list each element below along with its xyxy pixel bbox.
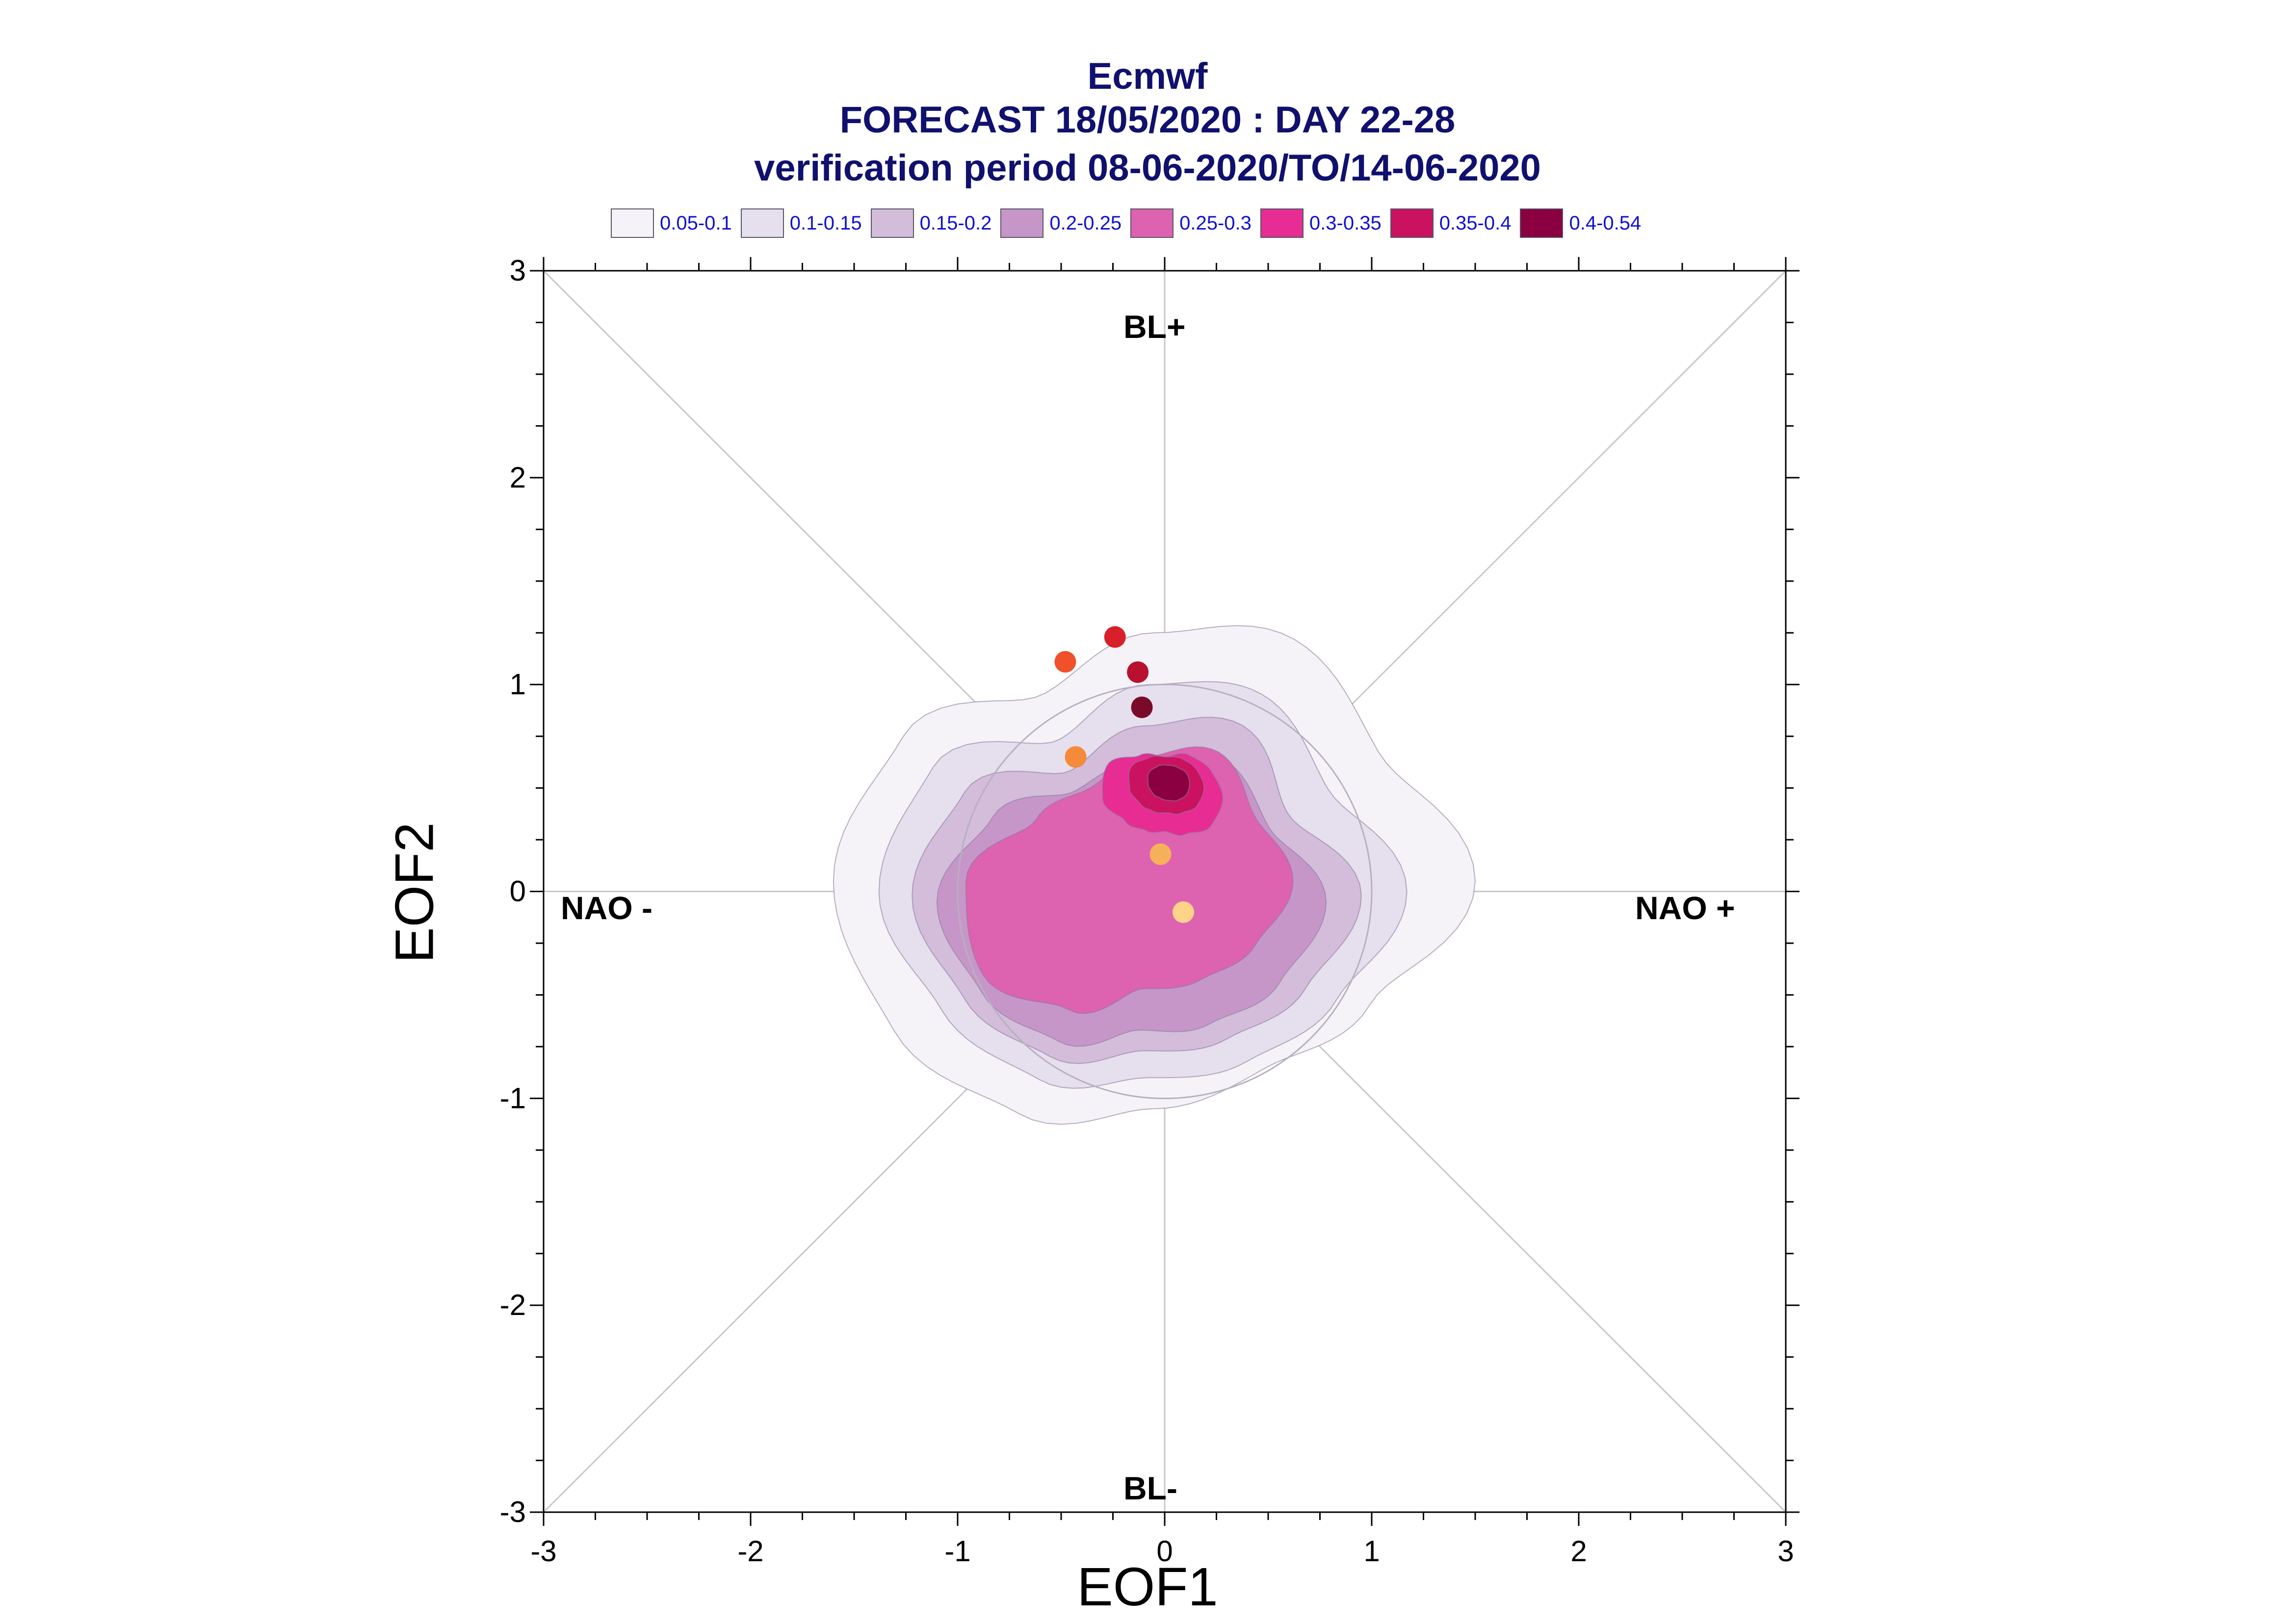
reference-circle (957, 684, 1373, 1099)
legend-label: 0.15-0.2 (919, 212, 992, 234)
chart-subtitle-verification: verification period 08-06-2020/TO/14-06-… (754, 147, 1541, 189)
legend-swatch (1520, 208, 1564, 238)
x-tick-label: 2 (1570, 1535, 1587, 1568)
legend-swatch (1260, 208, 1304, 238)
x-tick-label: 1 (1363, 1535, 1380, 1568)
scatter-point (1127, 661, 1149, 683)
legend-item: 0.4-0.54 (1520, 208, 1641, 238)
y-tick-label: -3 (500, 1495, 526, 1528)
chart-subtitle-forecast: FORECAST 18/05/2020 : DAY 22-28 (839, 99, 1456, 141)
legend-item: 0.05-0.1 (611, 208, 732, 238)
density-contour-0.4-0.54 (1147, 764, 1190, 801)
legend-label: 0.35-0.4 (1439, 212, 1512, 234)
x-tick-label: -1 (944, 1535, 970, 1568)
regime-label-nao-plus: NAO + (1635, 890, 1735, 926)
scatter-point (1131, 696, 1153, 719)
scatter-point (1104, 626, 1126, 648)
legend-label: 0.1-0.15 (789, 212, 862, 234)
y-tick-label: -2 (500, 1289, 526, 1321)
x-axis-label: EOF1 (1077, 1557, 1218, 1617)
legend-item: 0.3-0.35 (1260, 208, 1382, 238)
legend: 0.05-0.1 0.1-0.15 0.15-0.2 0.2-0.25 0.25-0.3… (611, 207, 1650, 239)
legend-label: 0.2-0.25 (1049, 212, 1122, 234)
x-tick-label: -2 (737, 1535, 763, 1568)
regime-label-bl-plus: BL+ (1123, 309, 1186, 345)
x-tick-label: 0 (1156, 1535, 1173, 1568)
y-axis-label: EOF2 (384, 822, 445, 963)
legend-item: 0.25-0.3 (1130, 208, 1252, 238)
legend-item: 0.2-0.25 (1000, 208, 1121, 238)
regime-label-bl-minus: BL- (1123, 1470, 1177, 1506)
x-tick-label: 3 (1777, 1535, 1794, 1568)
legend-swatch (740, 208, 784, 238)
legend-swatch (1000, 208, 1044, 238)
legend-label: 0.3-0.35 (1309, 212, 1382, 234)
legend-item: 0.1-0.15 (740, 208, 862, 238)
y-tick-label: -1 (500, 1082, 526, 1114)
legend-label: 0.05-0.1 (660, 212, 732, 234)
scatter-point (1172, 901, 1194, 923)
x-tick-label: -3 (530, 1535, 556, 1568)
regime-label-nao-minus: NAO - (561, 890, 652, 926)
legend-item: 0.35-0.4 (1390, 208, 1512, 238)
legend-swatch (1390, 208, 1434, 238)
legend-item: 0.15-0.2 (870, 208, 992, 238)
legend-swatch (870, 208, 914, 238)
y-tick-label: 0 (510, 875, 526, 908)
scatter-point (1065, 746, 1087, 768)
y-tick-label: 1 (510, 668, 526, 701)
chart-title: Ecmwf (1087, 55, 1208, 97)
scatter-point (1054, 651, 1076, 673)
y-tick-label: 2 (510, 461, 526, 494)
legend-label: 0.4-0.54 (1569, 212, 1642, 234)
y-tick-label: 3 (510, 254, 526, 287)
legend-swatch (1130, 208, 1174, 238)
scatter-point (1149, 843, 1172, 865)
legend-swatch (611, 208, 654, 238)
legend-label: 0.25-0.3 (1179, 212, 1252, 234)
